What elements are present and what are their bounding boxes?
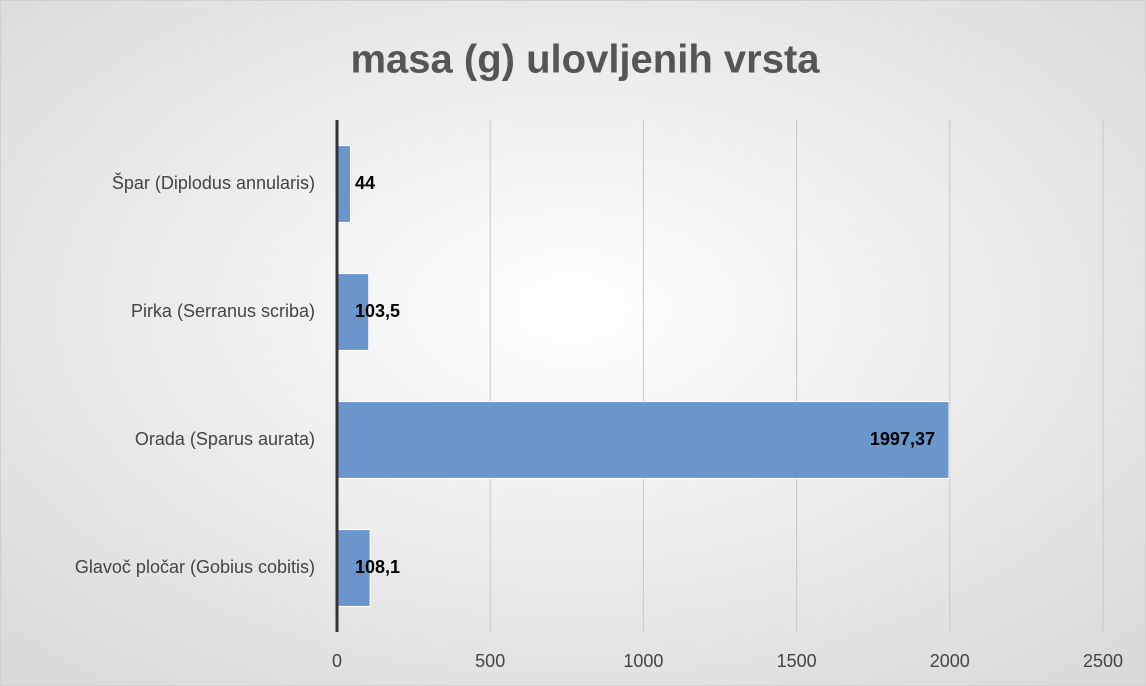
value-label: 44 [355,173,375,193]
chart-title: masa (g) ulovljenih vrsta [350,38,820,82]
x-tick-label: 1500 [777,651,817,671]
x-tick-label: 1000 [623,651,663,671]
x-tick-label: 2000 [930,651,970,671]
bar [336,401,950,479]
bar [336,273,370,351]
value-label: 108,1 [355,557,400,577]
y-tick-label: Pirka (Serranus scriba) [131,301,315,321]
x-tick-label: 2500 [1083,651,1123,671]
y-tick-label: Glavoč pločar (Gobius cobitis) [75,557,315,577]
value-label: 103,5 [355,301,400,321]
y-tick-label: Špar (Diplodus annularis) [112,172,315,193]
bar [336,145,351,223]
x-tick-label: 500 [475,651,505,671]
x-tick-label: 0 [332,651,342,671]
y-tick-label: Orada (Sparus aurata) [135,429,315,449]
value-label: 1997,37 [870,429,935,449]
